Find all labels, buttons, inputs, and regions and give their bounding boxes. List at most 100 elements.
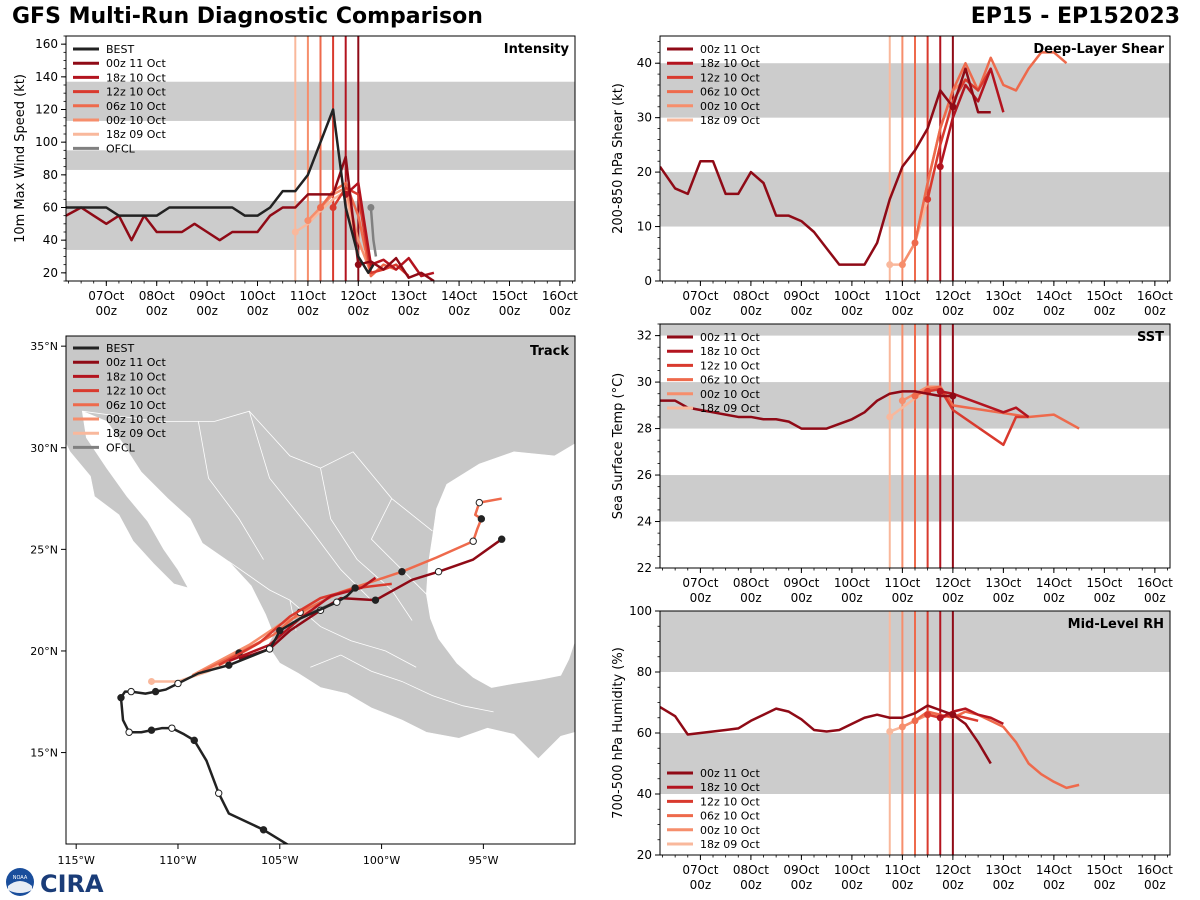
shear-xtick-label-hour-0: 00z <box>690 304 712 318</box>
intensity-xtick-label-hour-5: 00z <box>348 304 370 318</box>
rh-xtick-label-day-0: 07Oct <box>682 863 718 877</box>
intensity-ytick-label-40: 40 <box>43 233 58 247</box>
sst-ytick-label-26: 26 <box>637 468 652 482</box>
intensity-series-00z-11-oct-point <box>354 261 362 269</box>
track-legend-label-18z-09-oct: 18z 09 Oct <box>106 427 166 440</box>
track-legend-label-best: BEST <box>106 342 134 355</box>
shear-xtick-label-day-1: 08Oct <box>733 289 769 303</box>
sst-xtick-label-hour-9: 00z <box>1144 591 1166 605</box>
intensity-xtick-label-hour-8: 00z <box>499 304 521 318</box>
track-state-border-5 <box>310 654 494 713</box>
sst-xtick-label-day-5: 12Oct <box>935 576 971 590</box>
shear-xtick-label-day-3: 10Oct <box>834 289 870 303</box>
sst-xtick-label-hour-6: 00z <box>993 591 1015 605</box>
sst-xtick-label-hour-0: 00z <box>690 591 712 605</box>
sst-series-00z-10-oct-point <box>898 397 906 405</box>
intensity-legend-label-06z-10-oct: 06z 10 Oct <box>106 100 166 113</box>
sst-panel: 22242628303207Oct00z08Oct00z09Oct00z10Oc… <box>611 323 1173 605</box>
rh-series-00z-11-oct-point <box>949 711 957 719</box>
intensity-legend-label-12z-10-oct: 12z 10 Oct <box>106 86 166 99</box>
shear-ytick-label-0: 0 <box>644 274 652 288</box>
shear-legend-label-06z-10-oct: 06z 10 Oct <box>700 86 760 99</box>
rh-ylabel: 700-500 hPa Humidity (%) <box>611 647 626 819</box>
intensity-xtick-label-day-2: 09Oct <box>189 289 225 303</box>
sst-ytick-label-28: 28 <box>637 422 652 436</box>
intensity-xtick-label-hour-3: 00z <box>247 304 269 318</box>
track-series-best-point <box>125 728 133 736</box>
track-series-best-point <box>259 826 268 834</box>
rh-xtick-label-day-7: 14Oct <box>1036 863 1072 877</box>
rh-xtick-label-day-8: 15Oct <box>1086 863 1122 877</box>
intensity-xtick-label-hour-4: 00z <box>297 304 319 318</box>
intensity-xtick-label-hour-6: 00z <box>398 304 420 318</box>
shear-ytick-label-20: 20 <box>637 165 652 179</box>
track-ytick-label-0: 15°N <box>30 747 58 760</box>
shear-xtick-label-day-4: 11Oct <box>884 289 920 303</box>
rh-xtick-label-day-6: 13Oct <box>985 863 1021 877</box>
track-legend-label-ofcl: OFCL <box>106 441 136 454</box>
track-legend-label-00z-11-oct: 00z 11 Oct <box>106 356 166 369</box>
track-legend-label-06z-10-oct: 06z 10 Oct <box>106 399 166 412</box>
sst-xtick-label-hour-1: 00z <box>740 591 762 605</box>
track-state-border-2 <box>248 411 372 601</box>
intensity-ytick-label-120: 120 <box>35 103 58 117</box>
intensity-ylabel: 10m Max Wind Speed (kt) <box>13 74 28 243</box>
sst-series-18z-10-oct-point <box>936 387 944 395</box>
sst-xtick-label-day-9: 16Oct <box>1137 576 1173 590</box>
track-legend-label-00z-10-oct: 00z 10 Oct <box>106 413 166 426</box>
intensity-xtick-label-day-7: 14Oct <box>441 289 477 303</box>
intensity-ytick-label-80: 80 <box>43 168 58 182</box>
intensity-xtick-label-hour-1: 00z <box>146 304 168 318</box>
track-series-best-point <box>147 726 156 734</box>
intensity-legend-label-00z-10-oct: 00z 10 Oct <box>106 114 166 127</box>
track-series-best-point <box>151 687 160 696</box>
intensity-legend-label-00z-11-oct: 00z 11 Oct <box>106 57 166 70</box>
track-series-18z-10-oct-line <box>228 576 377 663</box>
noaa-badge: NOAA <box>13 875 28 881</box>
intensity-series-12z-10-oct-point <box>329 204 337 211</box>
rh-xtick-label-hour-2: 00z <box>791 878 813 892</box>
storm-id: EP15 - EP152023 <box>970 4 1180 29</box>
shear-xtick-label-hour-7: 00z <box>1043 304 1065 318</box>
track-series-00z-11-oct-point <box>498 535 506 543</box>
rh-xtick-label-hour-6: 00z <box>993 878 1015 892</box>
sst-xtick-label-day-7: 14Oct <box>1036 576 1072 590</box>
shear-series-06z-10-oct-line0 <box>913 51 1068 244</box>
intensity-xtick-label-day-1: 08Oct <box>139 289 175 303</box>
intensity-ytick-label-20: 20 <box>43 266 58 280</box>
track-plot-area <box>66 336 575 844</box>
sst-series-18z-10-oct-line0 <box>940 390 1030 418</box>
shear-series-18z-09-oct-point <box>886 261 894 269</box>
sst-xtick-label-hour-3: 00z <box>841 591 863 605</box>
sst-ytick-label-32: 32 <box>637 329 652 343</box>
sst-series-18z-09-oct-point <box>886 413 894 421</box>
shear-xtick-label-day-9: 16Oct <box>1137 289 1173 303</box>
rh-legend-label-06z-10-oct: 06z 10 Oct <box>700 810 760 823</box>
intensity-title: Intensity <box>504 42 570 57</box>
intensity-xtick-label-day-6: 13Oct <box>391 289 427 303</box>
rh-xtick-label-hour-8: 00z <box>1094 878 1116 892</box>
intensity-legend-label-18z-10-oct: 18z 10 Oct <box>106 71 166 84</box>
sst-xtick-label-hour-7: 00z <box>1043 591 1065 605</box>
shear-xtick-label-hour-6: 00z <box>993 304 1015 318</box>
sst-xtick-label-day-4: 11Oct <box>884 576 920 590</box>
track-series-06z-10-oct-point <box>469 537 477 545</box>
sst-ytick-label-30: 30 <box>637 375 652 389</box>
shear-legend-label-12z-10-oct: 12z 10 Oct <box>700 71 760 84</box>
rh-xtick-label-hour-3: 00z <box>841 878 863 892</box>
track-xtick-label-3: 100°W <box>363 854 400 867</box>
rh-xtick-label-hour-0: 00z <box>690 878 712 892</box>
shear-plot-area <box>660 36 1170 281</box>
intensity-xtick-label-day-8: 15Oct <box>491 289 527 303</box>
shear-xtick-label-hour-2: 00z <box>791 304 813 318</box>
track-ytick-label-4: 35°N <box>30 340 58 353</box>
shear-xtick-label-day-8: 15Oct <box>1086 289 1122 303</box>
rh-ytick-label-20: 20 <box>637 848 652 862</box>
rh-xtick-label-day-1: 08Oct <box>733 863 769 877</box>
track-series-best-point <box>276 626 284 635</box>
intensity-xtick-label-hour-2: 00z <box>196 304 218 318</box>
track-legend-label-12z-10-oct: 12z 10 Oct <box>106 385 166 398</box>
intensity-plot-area <box>66 36 575 281</box>
intensity-panel: 2040608010012014016007Oct00z08Oct00z09Oc… <box>13 35 578 318</box>
intensity-series-ofcl-line0 <box>369 207 378 257</box>
